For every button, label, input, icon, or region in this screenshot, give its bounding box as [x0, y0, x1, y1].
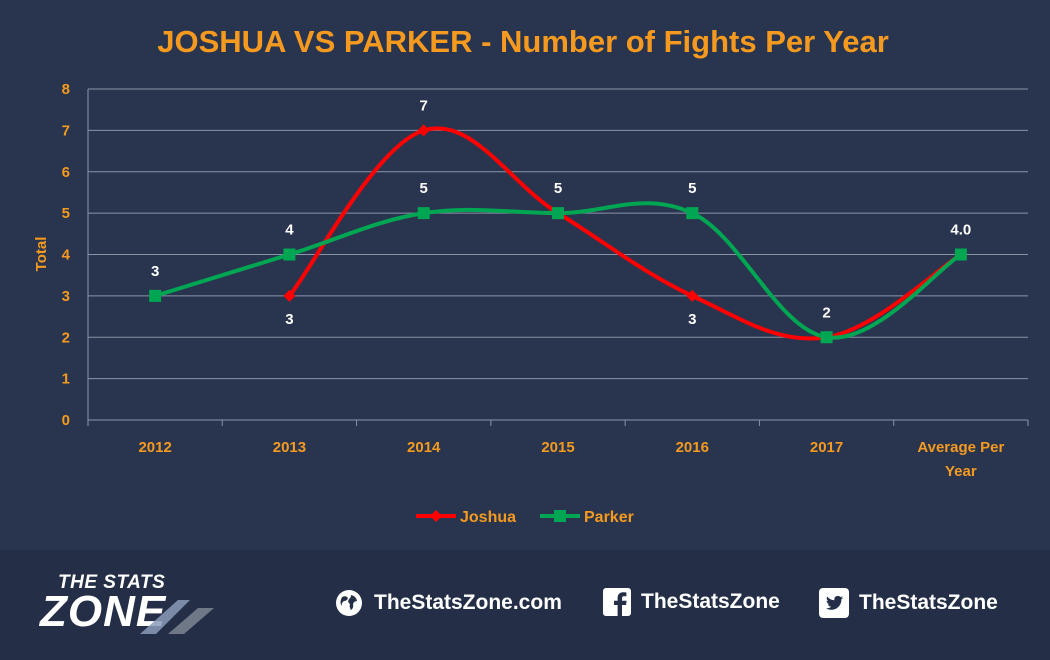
globe-icon	[336, 590, 362, 616]
y-tick-label: 7	[62, 122, 70, 139]
legend-marker-parker	[554, 510, 566, 522]
x-tick-label: 2014	[407, 439, 441, 456]
data-point-parker	[149, 289, 162, 302]
website-text: TheStatsZone.com	[374, 591, 562, 614]
legend-label-joshua: Joshua	[460, 509, 516, 526]
data-point-parker	[417, 207, 430, 220]
facebook-text: TheStatsZone	[641, 590, 780, 613]
x-tick-label: 2012	[138, 439, 171, 456]
logo-swoosh-icon	[140, 600, 214, 634]
data-label: 5	[554, 180, 562, 197]
facebook-link[interactable]: TheStatsZone	[603, 588, 780, 616]
logo-text-top: THE STATS	[58, 572, 166, 593]
website-link[interactable]: TheStatsZone.com	[334, 588, 562, 618]
data-point-joshua	[417, 124, 430, 137]
y-tick-label: 3	[62, 288, 70, 305]
x-tick-label: 2016	[676, 439, 709, 456]
series	[149, 124, 967, 344]
x-axis-ticks: 2012 2013 2014 2015 2016 2017 Average Per Year	[138, 439, 1004, 480]
data-label: 3	[285, 311, 293, 328]
data-label: 2	[822, 304, 830, 321]
data-label: 3	[151, 263, 159, 280]
data-label: 5	[420, 180, 428, 197]
x-tick-label: 2017	[810, 439, 843, 456]
y-axis-ticks: 0 1 2 3 4 5 6 7 8	[62, 81, 71, 429]
data-label: 3	[688, 311, 696, 328]
x-tick-label: 2015	[541, 439, 574, 456]
y-tick-label: 1	[62, 371, 70, 388]
grid	[87, 88, 1029, 426]
y-tick-label: 5	[62, 205, 70, 222]
legend-label-parker: Parker	[584, 509, 634, 526]
footer: THE STATS ZONE TheStatsZone.com TheStats…	[0, 550, 1050, 660]
data-point-joshua	[283, 289, 296, 302]
y-tick-label: 6	[62, 164, 70, 181]
line-chart: JOSHUA VS PARKER - Number of Fights Per …	[33, 24, 1029, 526]
facebook-icon	[603, 588, 631, 616]
x-tick-label: 2013	[273, 439, 306, 456]
data-point-parker	[686, 207, 699, 220]
y-axis-label: Total	[33, 237, 50, 272]
twitter-text: TheStatsZone	[859, 591, 998, 614]
data-point-parker	[552, 207, 564, 220]
chart-title: JOSHUA VS PARKER - Number of Fights Per …	[157, 24, 889, 59]
legend: Joshua Parker	[416, 509, 634, 526]
data-point-parker	[954, 248, 967, 261]
data-point-parker	[283, 248, 296, 261]
data-label: 4	[285, 222, 294, 239]
series-line-parker	[153, 201, 963, 340]
legend-marker-joshua	[430, 510, 442, 522]
y-tick-label: 0	[62, 412, 70, 429]
data-label: 4.0	[950, 222, 971, 239]
series-line-joshua	[287, 126, 963, 341]
twitter-icon	[819, 588, 849, 618]
y-tick-label: 8	[62, 81, 70, 98]
data-label: 7	[420, 97, 428, 114]
data-point-joshua	[686, 289, 699, 302]
twitter-link[interactable]: TheStatsZone	[819, 588, 998, 618]
data-label: 5	[688, 180, 696, 197]
x-tick-label: Average Per Year	[917, 439, 1004, 480]
chart-panel: JOSHUA VS PARKER - Number of Fights Per …	[33, 24, 1029, 526]
y-tick-label: 4	[62, 247, 71, 264]
stats-zone-logo: THE STATS ZONE	[40, 570, 230, 640]
y-tick-label: 2	[62, 329, 70, 346]
data-point-parker	[820, 331, 833, 344]
data-labels: 3 7 3 3 4 5 5 5 2 4.0	[151, 97, 971, 328]
logo-text-bottom: ZONE	[40, 587, 167, 636]
